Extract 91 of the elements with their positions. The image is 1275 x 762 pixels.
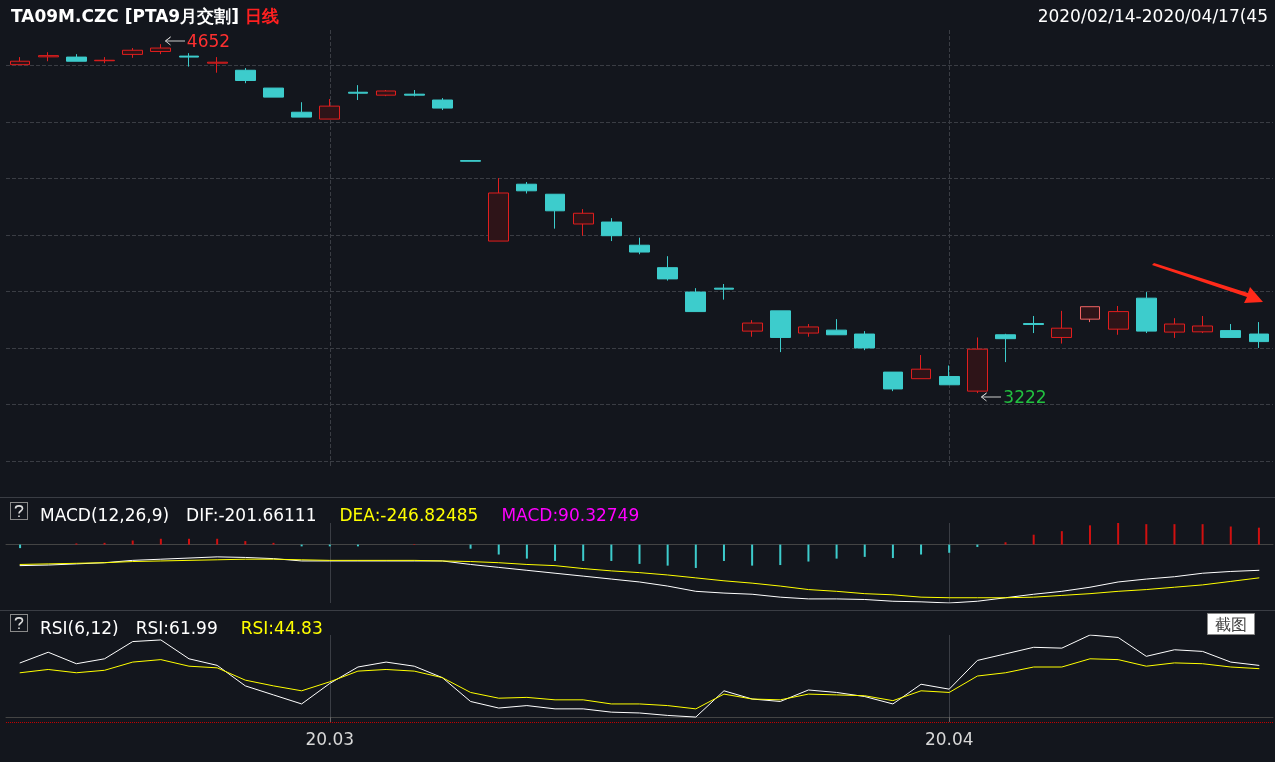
candlestick [207, 56, 228, 74]
bar [159, 538, 162, 545]
candlestick [798, 323, 819, 338]
candlestick [376, 89, 396, 97]
x-tick-label: 20.04 [924, 728, 974, 749]
bar [244, 541, 247, 545]
candlestick [854, 330, 875, 351]
candlestick [516, 181, 537, 194]
text: 截图 [1215, 614, 1247, 634]
candlestick [883, 371, 903, 392]
bar [1088, 525, 1091, 545]
annotation: 3222 [1003, 387, 1047, 408]
candlestick [657, 255, 678, 282]
candlestick [1108, 305, 1129, 336]
candlestick [1164, 317, 1185, 339]
bar [1173, 524, 1176, 545]
bar [188, 538, 191, 545]
candlestick [66, 53, 87, 62]
bar [1004, 542, 1007, 545]
bar [666, 544, 669, 566]
candlestick [685, 287, 706, 313]
bar [1229, 526, 1232, 545]
bar [610, 544, 613, 561]
bar [131, 540, 134, 545]
bar [216, 538, 219, 545]
bar [554, 544, 557, 561]
bar [722, 544, 725, 561]
candlestick [38, 51, 59, 62]
bar [1201, 524, 1204, 545]
bar [1032, 534, 1035, 545]
x-tick-label: 20.03 [305, 728, 355, 749]
candlestick [1136, 291, 1157, 334]
bar [1145, 524, 1148, 545]
candlestick [939, 365, 960, 386]
text: RSI:44.83 [240, 617, 323, 638]
candlestick [545, 193, 565, 230]
bar [863, 544, 866, 557]
bar [891, 544, 894, 559]
candlestick [432, 97, 453, 111]
bar [638, 544, 641, 564]
chart-title: MACD(12,26,9) [40, 504, 170, 525]
series-label: DIF:-201.66111 [186, 504, 317, 525]
bar [779, 544, 782, 566]
candlestick [1080, 306, 1100, 323]
candlestick [629, 237, 650, 255]
candlestick [1220, 323, 1241, 338]
bar [751, 544, 754, 566]
bar [525, 544, 528, 559]
bar [469, 544, 472, 549]
series-label: MACD:90.32749 [501, 504, 640, 525]
chart-title: RSI(6,12) [40, 617, 119, 638]
candlestick [179, 52, 199, 68]
candlestick [826, 318, 847, 336]
candlestick [291, 101, 312, 118]
bar [948, 544, 951, 553]
bar [582, 544, 585, 561]
series-label: RSI:61.99 [135, 617, 218, 638]
bar [694, 544, 697, 568]
candlestick [995, 333, 1016, 363]
annotation: 4652 [186, 31, 231, 52]
bar [497, 544, 500, 555]
candlestick [488, 177, 509, 242]
candlestick [1023, 315, 1044, 334]
candlestick [263, 87, 284, 98]
chart-title: TA09M.CZC [PTA9月交割] [11, 6, 239, 26]
candlestick [319, 98, 340, 120]
bar [1117, 523, 1120, 545]
candlestick [1051, 310, 1072, 345]
candlestick [770, 310, 791, 353]
text: 2020/02/14-2020/04/17(45 [1037, 5, 1269, 26]
candlestick [404, 89, 425, 97]
chart-subtitle: 日线 [245, 6, 280, 26]
candlestick [1192, 315, 1213, 334]
bar [1257, 527, 1260, 545]
candlestick [742, 319, 763, 338]
bar [835, 544, 838, 559]
candlestick [1249, 321, 1269, 349]
bar [920, 544, 923, 555]
candlestick [10, 56, 30, 66]
candlestick [122, 47, 143, 59]
candlestick [150, 43, 171, 55]
candlestick [967, 336, 988, 394]
candlestick [911, 354, 931, 380]
candlestick [714, 283, 734, 301]
candlestick [348, 84, 368, 101]
bar [807, 544, 810, 562]
text: DEA:-246.82485 [339, 504, 479, 525]
candlestick [601, 217, 622, 242]
candlestick [573, 208, 594, 237]
bar [1060, 531, 1063, 545]
candlestick [235, 67, 256, 84]
